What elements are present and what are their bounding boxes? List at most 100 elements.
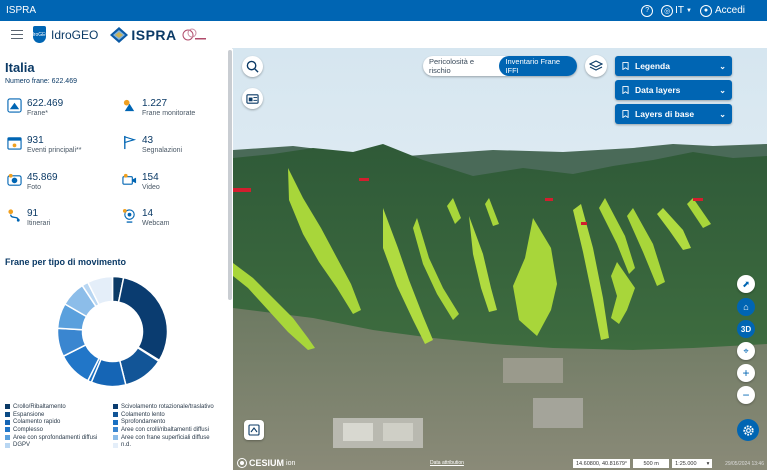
menu-icon[interactable]: [11, 27, 23, 42]
base-layers-panel-button[interactable]: Layers di base ⌄: [615, 104, 732, 124]
donut-slice[interactable]: [86, 275, 114, 306]
gear-icon: [742, 424, 754, 436]
stat-foto[interactable]: 45.869 Foto: [7, 172, 58, 192]
legend-label: DGPV: [13, 442, 31, 449]
login-button[interactable]: ● Accedi: [699, 4, 745, 17]
map-export-icon: [248, 424, 260, 436]
stat-value: 154: [142, 172, 159, 183]
login-label: Accedi: [714, 5, 745, 16]
toggle-pericolosita[interactable]: Pericolosità e rischio: [429, 57, 475, 75]
page-title: Italia: [5, 60, 35, 75]
legend-row: DGPV n.d.: [5, 441, 227, 449]
legend-row: Aree con sprofondamenti diffusi Aree con …: [5, 434, 227, 442]
tilt-icon: ⌂: [743, 302, 749, 312]
stat-value: 622.469: [27, 98, 64, 109]
search-icon: [246, 60, 259, 73]
legend-item[interactable]: DGPV: [5, 442, 113, 448]
legend-item[interactable]: Crollo/Ribaltamento: [5, 404, 113, 410]
chevron-down-icon: ▾: [706, 460, 710, 467]
legend-row: Complesso Aree con crolli/ribaltamenti di…: [5, 426, 227, 434]
map-view[interactable]: Pericolosità e rischio Inventario Frane …: [233, 48, 767, 470]
monitor-icon: [123, 99, 135, 112]
stat-frane[interactable]: 622.469 Frane*: [7, 98, 63, 118]
stat-segnalazioni[interactable]: 43 Segnalazioni: [122, 135, 182, 155]
coordinates-readout: 14.60800, 40.81679°: [573, 459, 631, 468]
layer-tools-button[interactable]: [242, 88, 263, 109]
cesium-logo[interactable]: CESIUM ion: [237, 458, 295, 468]
donut-slice[interactable]: [117, 276, 169, 362]
legend-item[interactable]: Aree con sprofondamenti diffusi: [5, 435, 113, 441]
legend-item[interactable]: Aree con frane superficiali diffuse: [113, 435, 221, 441]
legend-item[interactable]: Complesso: [5, 427, 113, 433]
zoom-out-button[interactable]: −: [737, 386, 755, 404]
settings-button[interactable]: [737, 419, 759, 441]
calendar-icon: [7, 137, 22, 150]
scale-ratio-select[interactable]: 1:25.000 ▾: [672, 459, 713, 468]
bookmark-icon: [622, 62, 629, 70]
chevron-down-icon: ⌄: [719, 109, 726, 119]
view-3d-button[interactable]: 3D: [737, 320, 755, 338]
legend-label: Complesso: [13, 426, 44, 433]
legend-item[interactable]: Colamento lento: [113, 412, 221, 418]
legend-label: Crollo/Ribaltamento: [13, 403, 66, 410]
locate-button[interactable]: ⌖: [737, 342, 755, 360]
compass-button[interactable]: ⬈: [737, 275, 755, 293]
legend-swatch: [5, 419, 10, 425]
timestamp: 29/05/2024 13:46: [725, 461, 764, 467]
shield-label: IdroGEO: [29, 31, 50, 38]
movement-type-donut-chart[interactable]: [55, 274, 170, 389]
legend-item[interactable]: Aree con crolli/ribaltamenti diffusi: [113, 427, 221, 433]
layers-icon: [589, 60, 603, 71]
toggle-inventario[interactable]: Inventario Frane IFFI: [499, 56, 577, 76]
tilt-button[interactable]: ⌂: [737, 298, 755, 316]
legend-row: Espansione Colamento lento: [5, 411, 227, 419]
bookmark-icon: [622, 86, 629, 94]
language-selector[interactable]: ◎ IT ▼: [661, 4, 692, 17]
stat-eventi[interactable]: 931 Eventi principali**: [7, 135, 81, 155]
legend-label: Aree con sprofondamenti diffusi: [13, 434, 98, 441]
cesium-icon: [237, 458, 247, 468]
legend-item[interactable]: Scivolamento rotazionale/traslativo: [113, 404, 221, 410]
data-layers-panel-label: Data layers: [635, 85, 681, 95]
bookmark-icon: [622, 110, 629, 118]
legend-swatch: [113, 419, 118, 425]
topbar-actions: ? ◎ IT ▼ ● Accedi: [641, 4, 745, 17]
stat-label: Itinerari: [27, 220, 51, 227]
stat-itinerari[interactable]: 91 Itinerari: [7, 208, 50, 228]
camera-icon: [7, 173, 22, 186]
help-icon[interactable]: ?: [641, 4, 654, 17]
chevron-down-icon: ▼: [686, 7, 692, 14]
legend-label: n.d.: [121, 442, 132, 449]
legend-item[interactable]: Espansione: [5, 412, 113, 418]
legend-item[interactable]: n.d.: [113, 442, 221, 448]
video-camera-icon: [122, 173, 137, 185]
ispra-logo[interactable]: ISPRA: [110, 26, 176, 43]
layers-button[interactable]: [585, 55, 607, 77]
terrain-3d-view[interactable]: [233, 48, 767, 470]
legend-item[interactable]: Sprofondamento: [113, 419, 221, 425]
stat-label: Segnalazioni: [142, 147, 183, 154]
search-button[interactable]: [242, 56, 263, 77]
globe-icon: ◎: [661, 4, 674, 17]
stat-value: 91: [27, 208, 39, 219]
data-attribution-link[interactable]: Data attribution: [430, 460, 464, 466]
user-icon: ●: [699, 4, 712, 17]
data-layers-panel-button[interactable]: Data layers ⌄: [615, 80, 732, 100]
zoom-in-button[interactable]: +: [737, 364, 755, 382]
tools-icon: [246, 94, 259, 104]
map-mode-toggle[interactable]: Pericolosità e rischio Inventario Frane …: [423, 56, 577, 76]
stat-label: Frane monitorate: [142, 110, 196, 117]
legend-label: Espansione: [13, 411, 45, 418]
legend-panel-button[interactable]: Legenda ⌄: [615, 56, 732, 76]
stat-webcam[interactable]: 14 Webcam: [122, 208, 170, 228]
legend-label: Aree con crolli/ribaltamenti diffusi: [121, 426, 209, 433]
print-map-button[interactable]: [244, 420, 264, 440]
panel-scrollbar[interactable]: [228, 50, 232, 300]
idrogeo-logo[interactable]: IdroGEO IdroGEO: [29, 26, 98, 43]
stat-video[interactable]: 154 Video: [122, 172, 160, 192]
legend-swatch: [113, 442, 118, 448]
stat-value: 14: [142, 208, 154, 219]
stat-frane-monitorate[interactable]: 1.227 Frane monitorate: [122, 98, 195, 118]
legend-item[interactable]: Colamento rapido: [5, 419, 113, 425]
legend-swatch: [5, 435, 10, 441]
